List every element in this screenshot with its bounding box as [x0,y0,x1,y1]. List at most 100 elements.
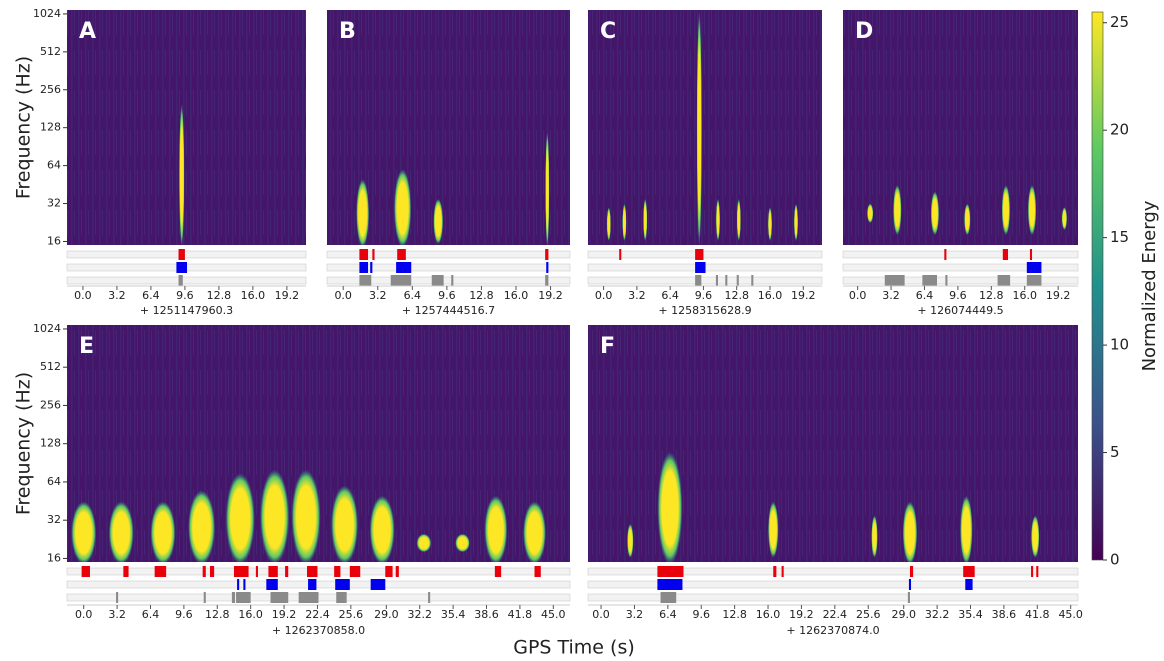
x-tick-label: 6.4 [661,289,679,302]
x-tick-label: 19.2 [272,608,297,621]
flag-segment [751,275,754,286]
x-tick-label: 3.2 [108,289,126,302]
flag-segment [695,249,704,260]
colorbar-tick-label: 15 [1110,228,1129,246]
energy-blob [291,469,321,562]
panel-letter: E [79,334,94,359]
y-tick-label: 128 [40,437,61,450]
energy-blob [893,184,902,236]
energy-blob [768,501,779,558]
flag-segment [237,579,240,590]
x-tick-label: 3.2 [626,608,644,621]
flag-row [66,276,307,285]
flag-segment [390,275,412,286]
energy-blob [484,495,508,562]
flag-segment [1031,566,1034,577]
flag-segment [298,592,319,603]
energy-blob [393,169,412,245]
flag-segment [231,592,236,603]
energy-blob [356,179,370,245]
flag-segment [202,566,206,577]
energy-blob [71,501,97,562]
flag-segment [907,592,910,603]
colorbar-tick-label: 0 [1110,551,1120,569]
energy-blob [867,203,874,224]
energy-blob [150,501,176,562]
flag-segment [395,566,399,577]
y-tick-label: 32 [47,513,61,526]
colorbar-tick-label: 10 [1110,336,1129,354]
x-tick-label: 9.6 [438,289,456,302]
x-tick-label: 29.0 [374,608,399,621]
panel-letter: D [855,19,873,44]
time-offset: + 1251147960.3 [140,304,233,317]
x-tick-label: 12.8 [469,289,494,302]
flag-segment [944,249,947,260]
y-tick-label: 64 [47,159,61,172]
energy-blob [736,198,741,242]
energy-blob [606,207,611,242]
flag-segment [154,566,167,577]
x-tick-label: 38.6 [474,608,499,621]
flag-segment [781,566,784,577]
x-tick-label: 38.6 [992,608,1017,621]
energy-blob [1061,207,1068,231]
colorbar-tick-label: 25 [1110,13,1129,31]
x-tick-label: 6.4 [916,289,934,302]
x-tick-label: 12.8 [207,289,232,302]
panel-letter: A [79,19,96,44]
y-tick-label: 128 [40,121,61,134]
flag-segment [660,592,677,603]
x-tick-label: 12.8 [205,608,230,621]
flag-segment [451,275,454,286]
flag-segment [81,566,90,577]
x-tick-label: 19.2 [538,289,563,302]
x-tick-label: 19.2 [1046,289,1071,302]
y-tick-label: 1024 [33,7,61,20]
x-tick-label: 16.0 [1012,289,1037,302]
flag-segment [233,566,249,577]
flag-segment [1026,275,1042,286]
x-tick-label: 25.6 [856,608,881,621]
flag-segment [385,566,393,577]
flag-row [326,250,571,259]
flag-segment [908,579,912,590]
x-tick-label: 6.4 [142,289,160,302]
flag-row [587,276,823,285]
flag-segment [428,592,431,603]
colorbar-tick-label: 5 [1110,443,1120,461]
spectrogram-background [843,10,1078,245]
flag-segment [909,566,914,577]
energy-blob [179,103,185,245]
energy-blob [331,485,359,562]
flag-segment [619,249,622,260]
flag-segment [359,262,369,273]
flag-segment [1029,249,1033,260]
energy-blob [902,501,918,562]
x-tick-label: 0.0 [849,289,867,302]
flag-row [842,276,1079,285]
x-tick-label: 22.4 [305,608,330,621]
colorbar-label: Normalized Energy [1139,200,1160,371]
flag-segment [285,566,289,577]
energy-blob [794,203,798,242]
x-axis-label: GPS Time (s) [513,637,635,659]
flag-segment [307,566,318,577]
flag-segment [266,579,278,590]
flag-row [66,567,571,576]
x-tick-label: 9.6 [176,289,194,302]
panel-letter: C [600,19,616,44]
energy-blob [768,207,772,242]
panel-letter: B [339,19,356,44]
energy-blob [545,131,550,245]
energy-blob [416,533,432,553]
x-tick-label: 3.2 [108,608,126,621]
flag-segment [695,275,702,286]
x-tick-label: 9.6 [692,608,710,621]
x-tick-label: 12.8 [979,289,1004,302]
energy-blob [1027,184,1037,236]
flag-row [842,263,1079,272]
flag-segment [396,262,412,273]
flag-segment [546,262,549,273]
spectrogram-background [67,10,306,245]
